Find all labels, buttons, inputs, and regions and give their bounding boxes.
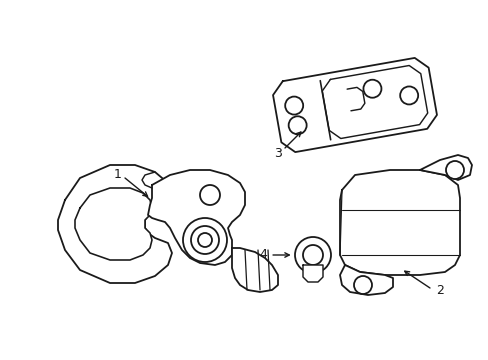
PathPatch shape xyxy=(75,188,152,260)
Circle shape xyxy=(303,245,323,265)
PathPatch shape xyxy=(148,170,244,265)
Circle shape xyxy=(363,80,381,98)
PathPatch shape xyxy=(303,265,323,282)
PathPatch shape xyxy=(58,165,172,283)
PathPatch shape xyxy=(419,155,471,180)
Circle shape xyxy=(288,116,306,134)
PathPatch shape xyxy=(231,248,278,292)
Circle shape xyxy=(399,86,417,104)
PathPatch shape xyxy=(339,265,392,295)
Circle shape xyxy=(198,233,212,247)
PathPatch shape xyxy=(339,170,459,275)
Circle shape xyxy=(191,226,219,254)
Circle shape xyxy=(294,237,330,273)
Circle shape xyxy=(285,96,303,114)
Circle shape xyxy=(445,161,463,179)
Circle shape xyxy=(183,218,226,262)
Circle shape xyxy=(200,185,220,205)
PathPatch shape xyxy=(272,58,436,152)
PathPatch shape xyxy=(322,66,427,139)
Text: 2: 2 xyxy=(435,284,443,297)
Text: 1: 1 xyxy=(114,167,122,180)
Text: 3: 3 xyxy=(273,147,282,159)
Text: 4: 4 xyxy=(259,248,266,261)
Circle shape xyxy=(353,276,371,294)
